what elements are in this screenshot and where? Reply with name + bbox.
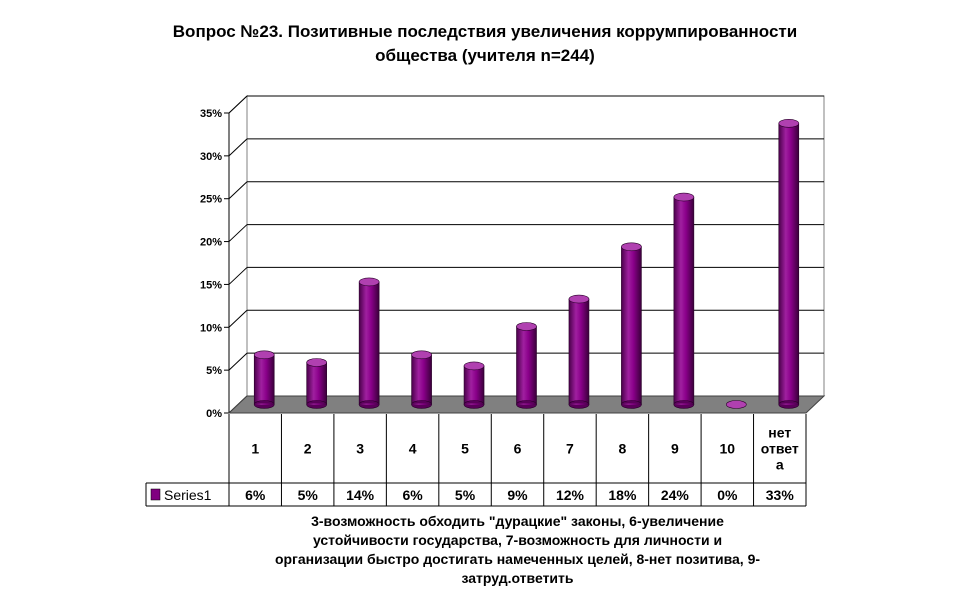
bar-top [673,192,695,202]
x-tick-label: нет [768,425,791,441]
bar-4 [411,350,432,409]
bar-нет ответа [778,119,800,409]
y-tick-label: 25% [200,194,222,206]
x-tick-label: 4 [409,441,417,457]
bar-6 [516,322,537,409]
gridline-side [228,224,248,242]
y-tick-label: 20% [200,237,222,249]
bar-body [411,354,432,405]
data-label: 0% [717,487,738,503]
bar-base-mask [359,403,379,405]
y-tick-label: 15% [200,279,222,291]
chart-title-line-1: Вопрос №23. Позитивные последствия увели… [172,22,798,41]
bar-body [306,362,327,405]
legend-label: Series1 [164,487,212,503]
bar-body [463,365,485,405]
data-label: 5% [455,487,476,503]
bar-body [253,354,275,405]
data-label: 6% [245,487,266,503]
y-tick-label: 5% [206,365,222,377]
bar-top [621,242,642,252]
x-tick-label: 7 [566,441,574,457]
bar-1 [253,350,275,409]
y-tick-label: 35% [200,108,222,120]
chart-title: Вопрос №23. Позитивные последствия увели… [100,20,870,68]
bar-top [253,350,275,360]
bar-base-mask [516,403,537,405]
data-label: 6% [402,487,423,503]
y-tick-label: 0% [206,408,222,420]
x-tick-label: 8 [619,441,627,457]
gridline-side [228,138,248,157]
x-tick-label: а [776,457,784,473]
bar-body [621,246,642,405]
bar-body [778,123,800,405]
data-label: 24% [661,487,690,503]
x-tick-label: 5 [461,441,469,457]
footnote-line-1: 3-возможность обходить "дурацкие" законы… [311,513,724,529]
bar-body [516,326,537,405]
bar-9 [673,192,695,409]
bar-8 [621,242,642,409]
bar-body [568,298,590,405]
bar-10 [726,400,747,409]
gridline-side [228,309,248,328]
gridline-side [228,352,248,371]
data-label: 12% [556,487,585,503]
bar-base-mask [621,403,642,405]
x-tick-label: 10 [720,441,736,457]
data-label: 5% [298,487,319,503]
data-label: 33% [766,487,795,503]
bar-base-mask [254,403,274,405]
footnote-line-2: устойчивости государства, 7-возможность … [312,532,723,548]
bar-top [463,361,485,371]
x-tick-label: ответ [761,441,799,457]
bar-2 [306,358,327,409]
x-tick-label: 2 [304,441,312,457]
bar-body [673,196,695,405]
bar-body [358,281,380,405]
x-tick-label: 6 [514,441,522,457]
gridline-side [228,181,248,200]
bar-top [568,294,590,304]
bar-3 [358,277,380,409]
y-tick-label: 10% [200,322,222,334]
x-tick-label: 9 [671,441,679,457]
footnote-line-4: затруд.ответить [461,570,574,586]
x-tick-label: 3 [356,441,364,457]
bar-top [358,277,380,287]
y-tick-label: 30% [200,151,222,163]
chart-footnote: 3-возможность обходить "дурацкие" законы… [230,512,805,588]
bar-top [516,322,537,331]
bar-top [306,358,327,367]
footnote-line-3: организации быстро достигать намеченных … [274,551,761,567]
bar-7 [568,294,590,409]
legend-swatch [150,488,161,501]
data-label: 18% [608,487,637,503]
bar-top [411,350,432,360]
data-label: 9% [507,487,528,503]
gridline-side [228,95,248,114]
bar-top [726,400,747,409]
bar-top [778,119,800,128]
bar-base-mask [569,403,589,405]
bar-base-mask [779,403,799,405]
bar-base-mask [464,403,484,405]
gridline-side [228,267,248,285]
x-tick-label: 1 [251,441,259,457]
bar-base-mask [674,403,694,405]
bar-base-mask [411,403,432,405]
chart-side-wall [228,94,248,415]
bar-5 [463,361,485,409]
chart-title-line-2: общества (учителя n=244) [375,46,595,65]
data-label: 14% [346,487,375,503]
bar-base-mask [307,403,327,405]
